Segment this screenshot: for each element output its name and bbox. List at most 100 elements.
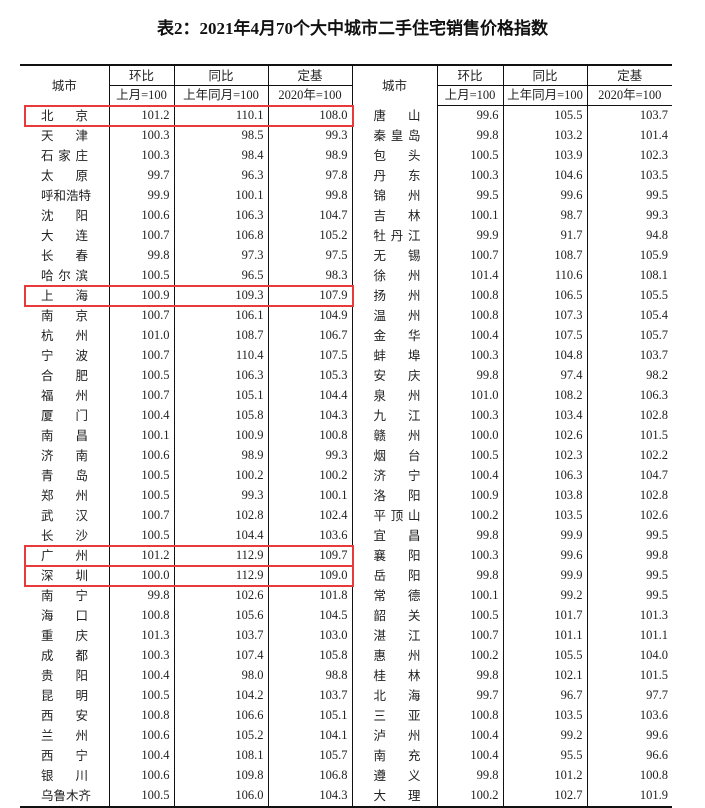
yoy-cell: 110.1 (173, 105, 268, 126)
mom-cell: 100.5 (108, 785, 174, 808)
city-name: 长沙 (41, 527, 88, 543)
header-mom-base-left: 上月=100 (108, 85, 174, 106)
mom-cell: 99.7 (436, 685, 503, 706)
city-cell: 徐州 (351, 265, 437, 286)
mom-cell: 100.8 (436, 305, 503, 326)
city-cell: 九江 (351, 405, 437, 426)
table-row: 宁波 100.7 110.4 107.5 蚌埠 100.3 104.8 103.7 (20, 345, 672, 366)
yoy-cell: 102.6 (502, 425, 587, 446)
mom-cell: 99.8 (436, 125, 503, 146)
yoy-cell: 100.9 (173, 425, 268, 446)
yoy-cell: 109.3 (173, 285, 268, 306)
mom-cell: 100.9 (108, 285, 174, 306)
mom-cell: 100.8 (436, 705, 503, 726)
yoy-cell: 100.1 (173, 185, 268, 206)
city-cell: 南宁 (20, 586, 109, 606)
yoy-cell: 108.1 (173, 745, 268, 766)
mom-cell: 100.7 (436, 625, 503, 646)
mom-cell: 100.3 (436, 405, 503, 426)
fixed-cell: 105.9 (586, 245, 672, 266)
fixed-cell: 103.6 (267, 525, 352, 546)
city-cell: 南昌 (20, 426, 109, 446)
header-row: 城市 环比 同比 定基 城市 环比 同比 定基 (20, 64, 672, 106)
mom-cell: 100.5 (108, 525, 174, 546)
mom-cell: 99.9 (436, 225, 503, 246)
city-name: 牡丹江 (373, 227, 421, 243)
city-cell: 沈阳 (20, 206, 109, 226)
header-city-left: 城市 (20, 64, 109, 106)
city-cell: 安庆 (351, 365, 437, 386)
yoy-cell: 104.8 (502, 345, 587, 366)
fixed-cell: 99.5 (586, 525, 672, 546)
fixed-cell: 99.6 (586, 725, 672, 746)
city-cell: 宜昌 (351, 525, 437, 546)
city-cell: 金华 (351, 325, 437, 346)
mom-cell: 100.6 (108, 205, 174, 226)
fixed-cell: 100.2 (267, 465, 352, 486)
fixed-cell: 103.6 (586, 705, 672, 726)
yoy-cell: 112.9 (173, 545, 268, 566)
mom-cell: 99.5 (436, 185, 503, 206)
yoy-cell: 98.5 (173, 125, 268, 146)
mom-cell: 99.9 (108, 185, 174, 206)
yoy-cell: 99.9 (502, 525, 587, 546)
header-mom-left: 环比 (108, 64, 174, 86)
yoy-cell: 106.1 (173, 305, 268, 326)
fixed-cell: 105.3 (267, 365, 352, 386)
fixed-cell: 104.4 (267, 385, 352, 406)
city-cell: 昆明 (20, 686, 109, 706)
city-cell: 唐山 (351, 105, 437, 126)
mom-cell: 100.4 (108, 665, 174, 686)
mom-cell: 99.6 (436, 105, 503, 126)
fixed-cell: 99.5 (586, 185, 672, 206)
yoy-cell: 99.2 (502, 585, 587, 606)
city-name: 沈阳 (41, 207, 88, 223)
table-row: 武汉 100.7 102.8 102.4 平顶山 100.2 103.5 102.6 (20, 505, 672, 526)
fixed-cell: 104.0 (586, 645, 672, 666)
city-name: 广州 (41, 547, 88, 563)
fixed-cell: 101.1 (586, 625, 672, 646)
table-row: 大连 100.7 106.8 105.2 牡丹江 99.9 91.7 94.8 (20, 225, 672, 246)
city-cell: 长春 (20, 246, 109, 266)
city-cell: 泉州 (351, 385, 437, 406)
city-name: 吉林 (373, 207, 421, 223)
table-row: 长沙 100.5 104.4 103.6 宜昌 99.8 99.9 99.5 (20, 525, 672, 546)
city-name: 宜昌 (373, 527, 421, 543)
city-name: 蚌埠 (373, 347, 421, 363)
fixed-cell: 106.3 (586, 385, 672, 406)
fixed-cell: 99.8 (586, 545, 672, 566)
yoy-cell: 99.6 (502, 185, 587, 206)
fixed-cell: 102.2 (586, 445, 672, 466)
mom-cell: 100.6 (108, 765, 174, 786)
fixed-cell: 97.8 (267, 165, 352, 186)
yoy-cell: 104.2 (173, 685, 268, 706)
yoy-cell: 108.7 (502, 245, 587, 266)
fixed-cell: 105.1 (267, 705, 352, 726)
city-cell: 厦门 (20, 406, 109, 426)
header-city-right: 城市 (351, 64, 437, 106)
city-cell: 襄阳 (351, 545, 437, 566)
mom-cell: 101.0 (436, 385, 503, 406)
mom-cell: 100.5 (108, 485, 174, 506)
fixed-cell: 101.8 (267, 585, 352, 606)
city-name: 岳阳 (373, 567, 421, 583)
city-cell: 大理 (351, 785, 437, 808)
city-name: 三亚 (373, 707, 421, 723)
city-cell: 三亚 (351, 705, 437, 726)
yoy-cell: 96.7 (502, 685, 587, 706)
header-yoy-base-left: 上年同月=100 (173, 85, 268, 106)
fixed-cell: 104.5 (267, 605, 352, 626)
city-name: 北京 (41, 107, 88, 123)
mom-cell: 100.7 (108, 225, 174, 246)
header-yoy-left: 同比 (173, 64, 268, 86)
city-cell: 宁波 (20, 346, 109, 366)
city-cell: 深圳 (20, 566, 109, 586)
mom-cell: 99.8 (436, 525, 503, 546)
city-name: 长春 (41, 247, 88, 263)
yoy-cell: 103.4 (502, 405, 587, 426)
mom-cell: 100.5 (436, 605, 503, 626)
city-name: 福州 (41, 387, 88, 403)
fixed-cell: 103.7 (586, 105, 672, 126)
yoy-cell: 107.4 (173, 645, 268, 666)
city-name: 扬州 (373, 287, 421, 303)
